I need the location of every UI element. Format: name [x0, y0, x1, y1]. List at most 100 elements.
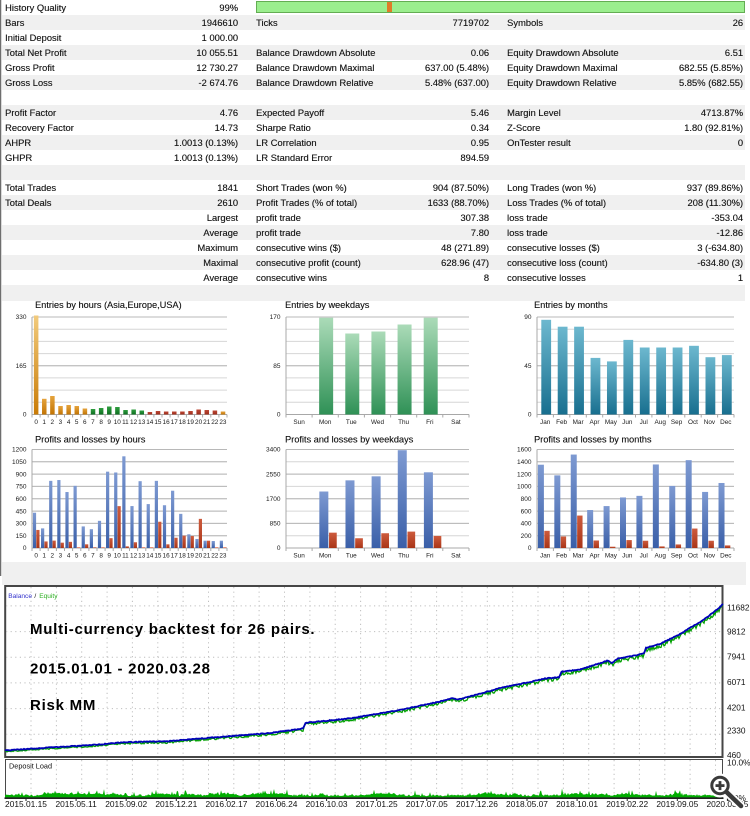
svg-text:Wed: Wed: [371, 553, 384, 560]
svg-text:4: 4: [67, 553, 71, 560]
svg-text:Entries by weekdays: Entries by weekdays: [285, 300, 370, 310]
svg-text:Deposit Load: Deposit Load: [9, 762, 52, 771]
svg-text:Mar: Mar: [573, 419, 585, 426]
svg-text:16: 16: [163, 419, 171, 426]
svg-text:Sat: Sat: [451, 419, 461, 426]
svg-text:Sep: Sep: [671, 419, 683, 426]
svg-text:1600: 1600: [517, 447, 532, 454]
svg-text:11: 11: [122, 553, 129, 560]
svg-text:6: 6: [83, 553, 87, 560]
svg-text:0: 0: [34, 553, 38, 560]
svg-text:16: 16: [163, 553, 171, 560]
svg-text:13: 13: [138, 553, 146, 560]
svg-text:2330: 2330: [727, 726, 746, 736]
svg-text:2015.01.01 - 2020.03.28: 2015.01.01 - 2020.03.28: [30, 661, 211, 678]
svg-text:10: 10: [114, 553, 122, 560]
svg-text:20: 20: [195, 419, 203, 426]
svg-text:Sun: Sun: [293, 553, 305, 560]
svg-text:0: 0: [528, 545, 532, 552]
svg-text:10: 10: [114, 419, 122, 426]
svg-text:9812: 9812: [727, 626, 746, 636]
svg-text:170: 170: [270, 314, 281, 321]
svg-text:90: 90: [524, 314, 532, 321]
svg-text:0: 0: [23, 545, 27, 552]
svg-text:1: 1: [42, 553, 46, 560]
svg-text:May: May: [605, 419, 618, 426]
svg-text:2016.10.03: 2016.10.03: [306, 799, 348, 809]
svg-text:Dec: Dec: [720, 419, 732, 426]
svg-text:Profits and losses by hours: Profits and losses by hours: [35, 435, 146, 445]
svg-text:Risk MM: Risk MM: [30, 697, 96, 714]
svg-text:Jul: Jul: [640, 553, 648, 560]
svg-text:2015.12.21: 2015.12.21: [155, 799, 197, 809]
svg-text:450: 450: [16, 508, 27, 515]
svg-text:45: 45: [524, 363, 532, 370]
svg-text:May: May: [605, 553, 618, 560]
svg-text:17: 17: [171, 553, 179, 560]
svg-text:Wed: Wed: [371, 419, 384, 426]
svg-text:2: 2: [51, 419, 55, 426]
svg-text:2015.01.15: 2015.01.15: [5, 799, 47, 809]
svg-text:1200: 1200: [517, 471, 532, 478]
svg-text:17: 17: [171, 419, 179, 426]
svg-text:Thu: Thu: [398, 419, 409, 426]
svg-text:Oct: Oct: [688, 419, 698, 426]
svg-text:900: 900: [16, 471, 27, 478]
svg-text:19: 19: [187, 419, 195, 426]
svg-text:2017.07.05: 2017.07.05: [406, 799, 448, 809]
svg-text:Mon: Mon: [319, 553, 332, 560]
svg-text:Feb: Feb: [556, 553, 567, 560]
svg-text:1: 1: [42, 419, 46, 426]
svg-text:Feb: Feb: [556, 419, 567, 426]
svg-text:21: 21: [203, 553, 211, 560]
svg-text:Multi-currency backtest for 26: Multi-currency backtest for 26 pairs.: [30, 621, 315, 638]
svg-text:3: 3: [59, 419, 63, 426]
svg-text:Sun: Sun: [293, 419, 305, 426]
svg-text:12: 12: [130, 553, 138, 560]
svg-text:0: 0: [528, 412, 532, 419]
svg-text:4: 4: [67, 419, 71, 426]
svg-text:Balance: Balance: [8, 593, 32, 600]
svg-text:Tue: Tue: [346, 419, 357, 426]
svg-text:14: 14: [146, 419, 154, 426]
svg-text:3400: 3400: [266, 447, 281, 454]
svg-text:750: 750: [16, 484, 27, 491]
svg-text:Nov: Nov: [704, 419, 716, 426]
svg-text:Dec: Dec: [720, 553, 732, 560]
svg-text:23: 23: [219, 553, 227, 560]
svg-text:Apr: Apr: [590, 419, 601, 426]
svg-text:Jun: Jun: [622, 419, 633, 426]
svg-text:6071: 6071: [727, 677, 746, 687]
svg-text:9: 9: [107, 553, 111, 560]
svg-text:300: 300: [16, 521, 27, 528]
svg-text:2020.03.05: 2020.03.05: [706, 799, 748, 809]
svg-text:15: 15: [154, 553, 162, 560]
svg-text:Entries by hours (Asia,Europe,: Entries by hours (Asia,Europe,USA): [35, 300, 182, 310]
svg-text:165: 165: [16, 363, 27, 370]
svg-text:0: 0: [34, 419, 38, 426]
svg-text:7: 7: [91, 419, 95, 426]
svg-text:20: 20: [195, 553, 203, 560]
svg-text:15: 15: [154, 419, 162, 426]
svg-text:Aug: Aug: [655, 553, 667, 560]
svg-text:1700: 1700: [266, 496, 281, 503]
svg-text:460: 460: [727, 750, 741, 760]
svg-text:2017.12.26: 2017.12.26: [456, 799, 498, 809]
svg-text:5: 5: [75, 419, 79, 426]
svg-text:23: 23: [219, 419, 227, 426]
svg-text:2015.05.11: 2015.05.11: [55, 799, 97, 809]
svg-text:14: 14: [146, 553, 154, 560]
svg-text:6: 6: [83, 419, 87, 426]
svg-text:18: 18: [179, 553, 187, 560]
svg-text:/: /: [34, 593, 36, 600]
svg-text:2550: 2550: [266, 471, 281, 478]
svg-text:2019.02.22: 2019.02.22: [606, 799, 648, 809]
svg-text:2015.09.02: 2015.09.02: [105, 799, 147, 809]
svg-text:9: 9: [107, 419, 111, 426]
svg-text:1000: 1000: [517, 484, 532, 491]
svg-text:Mon: Mon: [319, 419, 332, 426]
svg-text:2018.05.07: 2018.05.07: [506, 799, 548, 809]
svg-text:Sep: Sep: [671, 553, 683, 560]
svg-text:Oct: Oct: [688, 553, 698, 560]
svg-text:Aug: Aug: [655, 419, 667, 426]
